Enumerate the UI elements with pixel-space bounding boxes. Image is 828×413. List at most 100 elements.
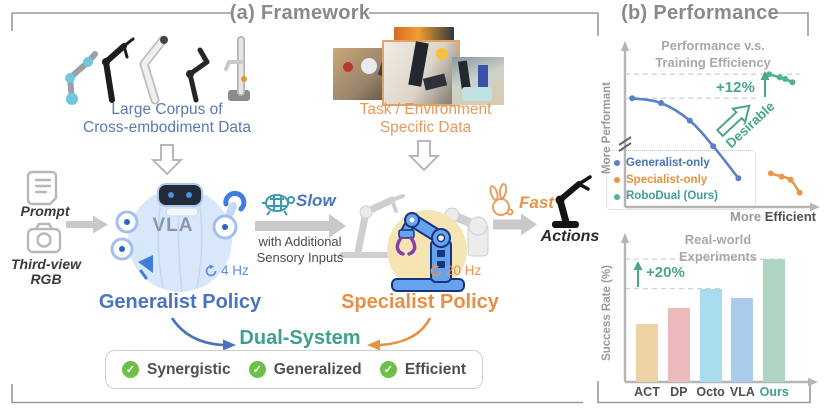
bar-label-dp: DP <box>670 385 688 399</box>
additional-inputs-line1: with Additional <box>258 234 342 249</box>
white-arm-icon <box>139 35 168 105</box>
bar-act <box>636 324 658 382</box>
desirable-arrow <box>715 104 751 138</box>
down-arrow-generalist-data <box>150 144 184 176</box>
data-point <box>686 117 693 124</box>
additional-inputs-caption: with Additional Sensory Inputs <box>248 234 352 265</box>
actions-label: Actions <box>540 228 600 245</box>
guides-layer <box>625 258 787 290</box>
arrow-specialist-to-actions <box>493 213 537 236</box>
chart-legend: Generalist-only Specialist-only RoboDual (… <box>606 150 756 211</box>
feature-synergistic: ✓ Synergistic <box>122 361 231 379</box>
performance-efficiency-chart: Generalist-only Specialist-only RoboDual (… <box>598 33 828 225</box>
feature-label: Efficient <box>404 360 466 378</box>
data-point <box>796 189 803 196</box>
x-axis-label-dark: Efficient <box>764 209 816 224</box>
feature-label: Synergistic <box>147 360 231 378</box>
data-point <box>778 173 785 180</box>
data-point <box>710 143 717 150</box>
rgb-label: Third-view RGB <box>0 256 92 288</box>
feature-label: Generalized <box>273 360 362 378</box>
bars-layer: ACT DP Octo VLA Ours <box>598 225 828 413</box>
data-point <box>787 176 794 183</box>
actions-robot-icon <box>552 175 592 228</box>
legend-dot <box>614 177 620 183</box>
refresh-icon <box>430 263 442 276</box>
feature-efficient: ✓ Efficient <box>379 360 466 379</box>
gain-annotation: +20% <box>646 264 685 281</box>
task-photo-center <box>382 40 460 106</box>
legend-dot <box>614 160 620 167</box>
turtle-icon <box>262 194 295 216</box>
prompt-document-icon <box>26 170 58 206</box>
black-arm-2-icon <box>186 47 210 103</box>
data-point <box>658 100 664 106</box>
bar-label-octo: Octo <box>696 385 725 399</box>
real-world-bar-chart: ACT DP Octo VLA Ours Real-world Experiments … <box>598 225 828 413</box>
mobile-robot-icon <box>224 36 250 101</box>
legend-item: Generalist-only <box>614 155 748 172</box>
series-layer <box>625 71 803 196</box>
data-point <box>629 95 636 102</box>
series-line <box>769 172 801 194</box>
top-chart-title: Performance v.s. Training Efficiency <box>628 38 798 72</box>
task-caption-line2: Specific Data <box>379 118 472 136</box>
refresh-icon <box>205 263 217 276</box>
bottom-chart-title: Real-world Experiments <box>638 232 798 266</box>
dual-system-title: Dual-System <box>239 327 361 349</box>
corpus-caption-line2: Cross-embodiment Data <box>83 118 251 136</box>
check-icon: ✓ <box>122 361 139 378</box>
bar-octo <box>699 288 722 382</box>
legend-label: RoboDual (Ours) <box>626 190 718 203</box>
bottom-chart-title-line2: Experiments <box>678 248 758 264</box>
specialist-rate-text: 20 Hz <box>446 263 482 278</box>
ur-arm-icon <box>65 51 98 105</box>
vla-label: VLA <box>152 215 194 236</box>
legend-label: Specialist-only <box>626 173 708 186</box>
generalist-policy-label: Generalist Policy <box>98 291 262 313</box>
x-axis-label: More Efficient <box>706 209 816 224</box>
check-icon: ✓ <box>379 361 397 378</box>
prompt-label: Prompt <box>20 203 70 219</box>
data-point <box>767 170 774 177</box>
task-photo-right <box>452 57 504 105</box>
bar-ours <box>763 259 786 382</box>
curved-arrow-generalist-to-dual <box>170 317 236 351</box>
bar-chart-svg <box>620 233 818 387</box>
generalist-rate-text: 4 Hz <box>221 263 249 278</box>
top-chart-title-line1: Performance v.s. <box>661 38 765 53</box>
bar-label-ours: Ours <box>759 385 789 399</box>
gain-annotation: +12% <box>716 79 755 96</box>
slow-label: Slow <box>296 191 336 210</box>
panel-a-title: (a) Framework <box>229 2 371 24</box>
gain-arrow-20 <box>633 261 643 287</box>
black-arm-icon <box>102 37 135 103</box>
axis-break <box>618 136 632 152</box>
camera-icon <box>26 222 62 254</box>
data-point <box>776 74 783 81</box>
legend-dot <box>614 193 620 200</box>
generalist-rate: 4 Hz <box>204 263 249 278</box>
bottom-chart-title-line1: Real-world <box>684 232 752 247</box>
robot-arms-collection <box>65 35 250 105</box>
panel-b-title: (b) Performance <box>621 2 779 24</box>
corpus-caption-line1: Large Corpus of <box>111 101 223 118</box>
specialist-rate: 20 Hz <box>429 263 481 278</box>
check-icon: ✓ <box>248 361 266 378</box>
rgb-label-line2: RGB <box>30 271 62 288</box>
bar-label-act: ACT <box>634 385 660 399</box>
additional-inputs-line2: Sensory Inputs <box>256 249 344 265</box>
legend-label: Generalist-only <box>626 157 710 169</box>
feature-generalized: ✓ Generalized <box>248 360 362 379</box>
rgb-label-line1: Third-view <box>10 256 81 272</box>
legend-item: RoboDual (Ours) <box>614 188 748 205</box>
task-data-caption: Task / Environment Specific Data <box>338 101 513 137</box>
legend-item: Specialist-only <box>614 172 748 189</box>
x-axis-label-light: More <box>730 209 762 224</box>
fast-label: Fast <box>519 193 554 212</box>
bar-label-vla: VLA <box>729 385 755 399</box>
top-chart-title-line2: Training Efficiency <box>655 54 771 70</box>
line-chart-svg <box>618 41 820 212</box>
series-line <box>630 96 740 180</box>
